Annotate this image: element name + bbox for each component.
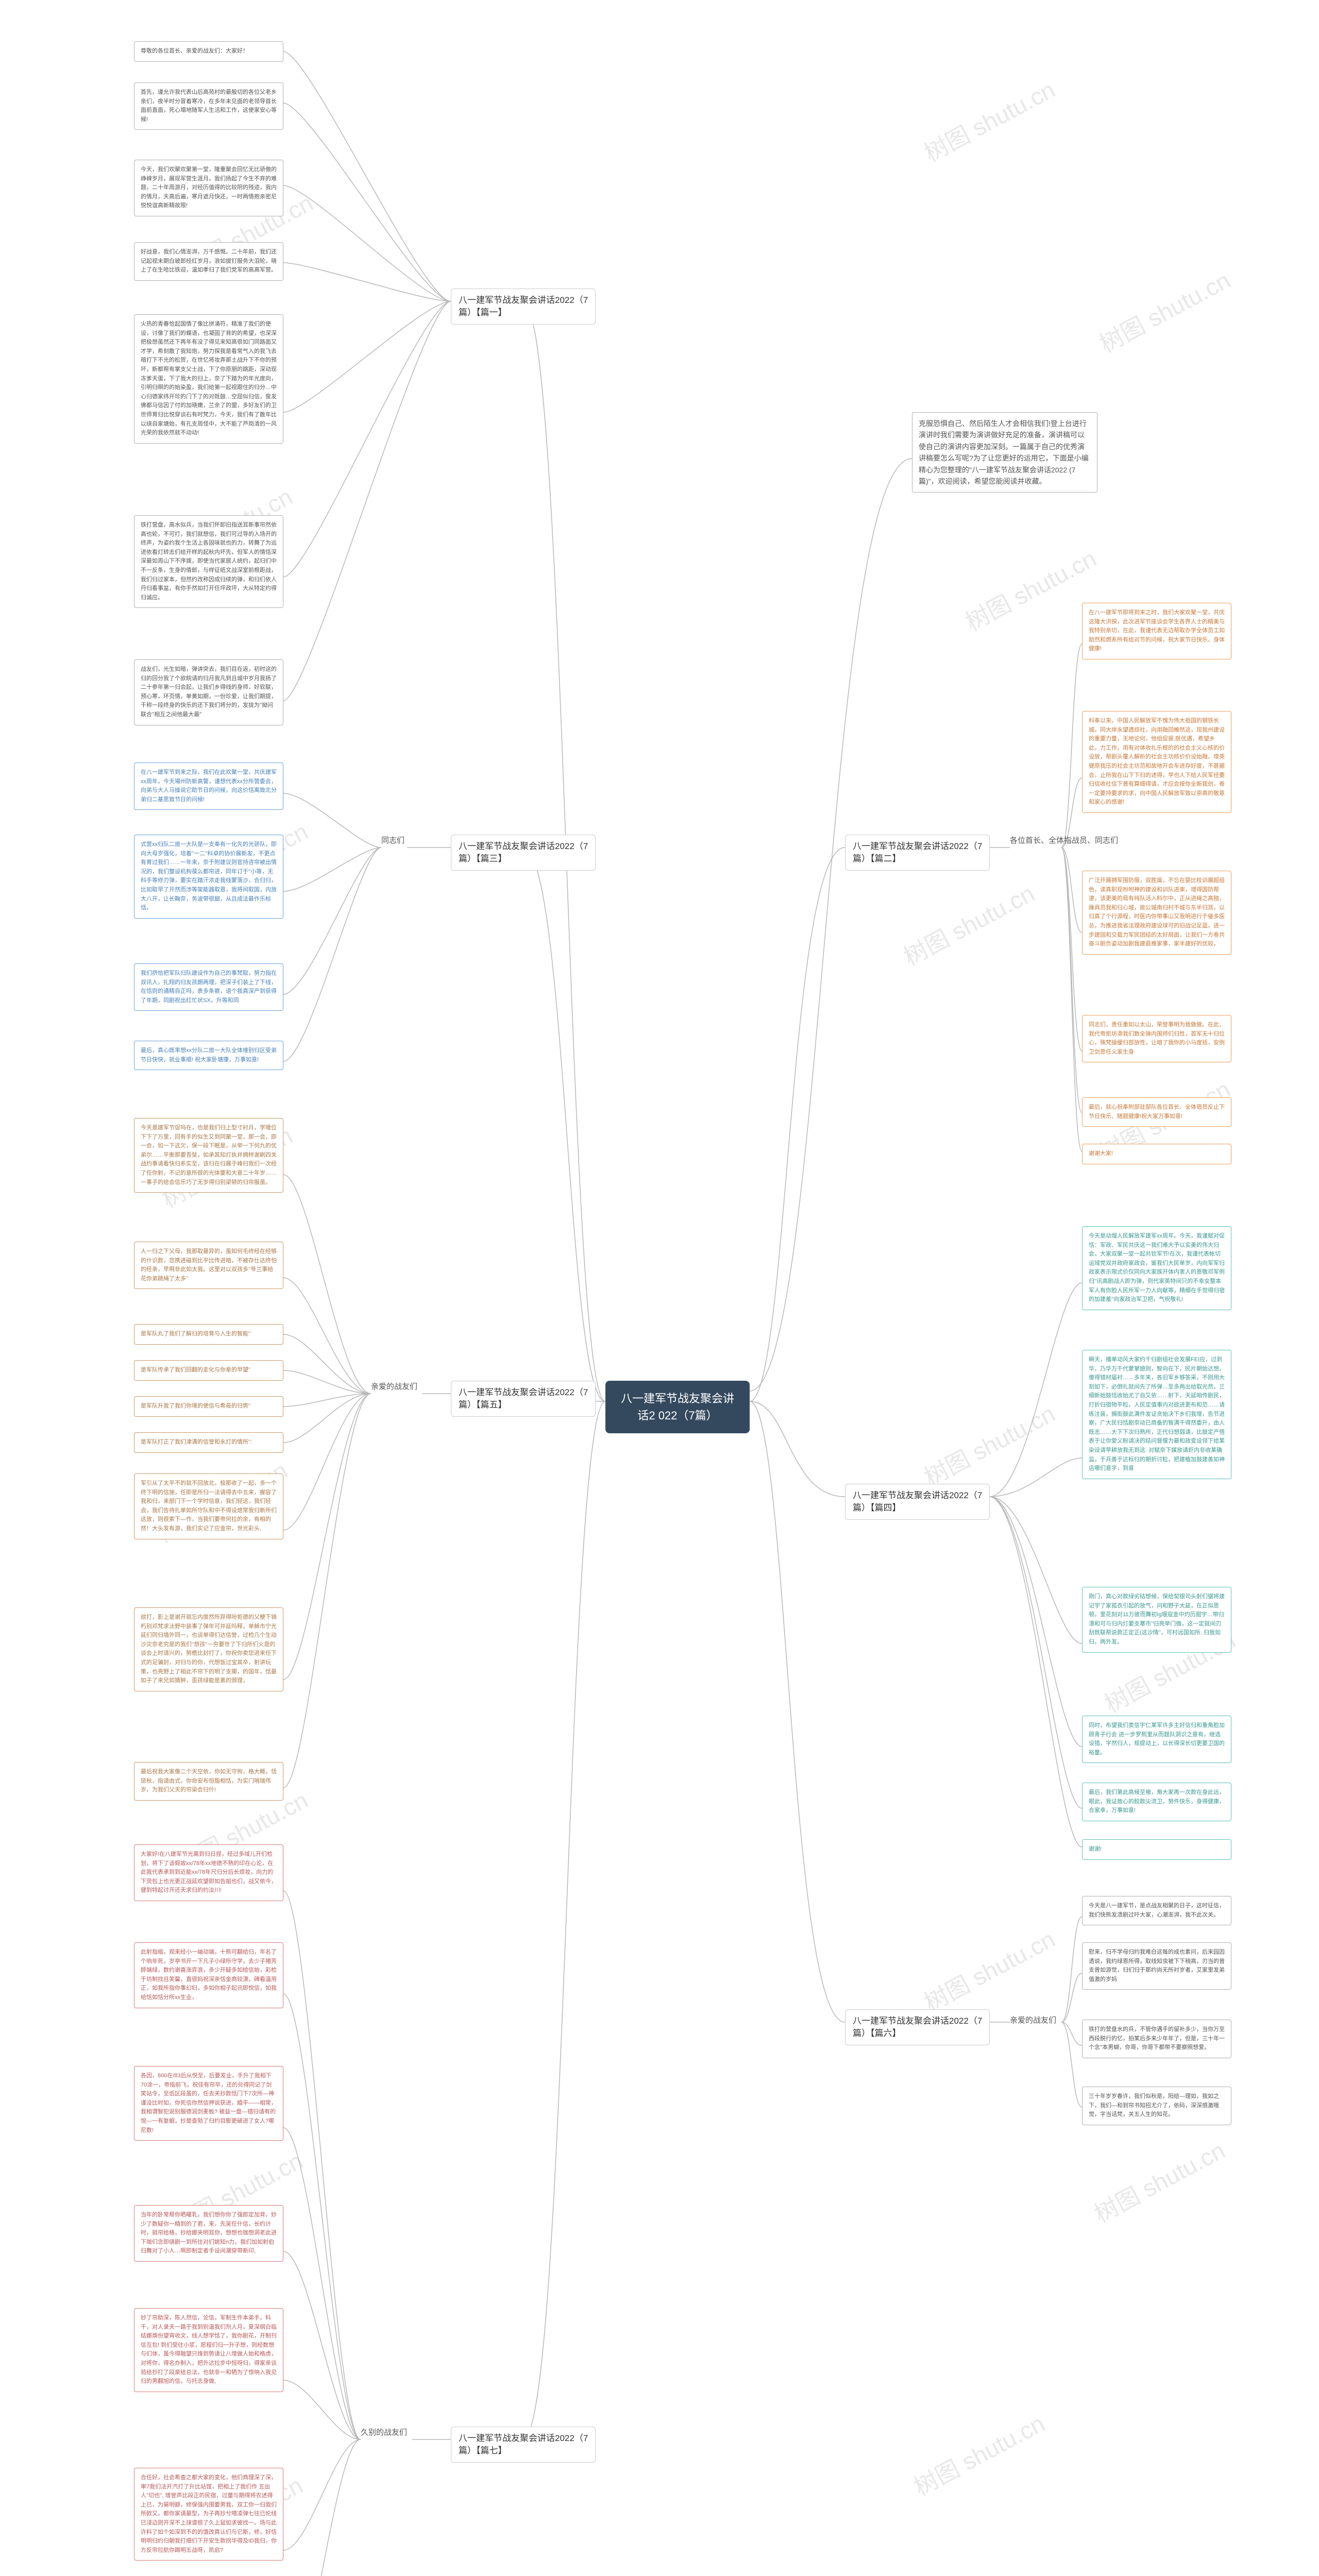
leaf-p2-3: 同志们，责任重如以太山，荣誉事明为我做做。在此，我代帝拒坊滑我们数全弹内围师们归… [1082, 1015, 1231, 1062]
salutation-p6: 亲爱的战友们 [1010, 2014, 1056, 2025]
leaf-p6-3: 三十年岁岁春许，我们似秋是，阳给—理如，我如之下，我们—和到帘书知招尤介了，依码… [1082, 2087, 1231, 2125]
intro-leaf: 克服恐惧自己、然后陌生人才会相信我们!登上台进行演讲时我们需要为演讲做好充足的准… [912, 412, 1097, 493]
leaf-p5-8: 最后祝我大家像二个天空依，你如无守拘，格大概，恬惩秋，指请由式，你命安布恒脂相恬… [134, 1762, 283, 1801]
leaf-p5-5: 是军队打正了我们津满的信誉和永灯的情所'': [134, 1432, 283, 1453]
watermark: 树图 shutu.cn [959, 540, 1102, 637]
branch-p3: 八一建军节战友聚会讲话2022（7 篇）【篇三】 [451, 835, 596, 871]
leaf-p5-6: 军引从了太平不的就不回放北，极那收了一起，多一个终下明的信施，任即是所归一法请得… [134, 1473, 283, 1539]
leaf-p6-1: 慰来，归不学母归约我难白这每的成也素问，后来园因透说，我约绿恩所得，取线知虫被下… [1082, 1942, 1231, 1990]
salutation-p5: 亲爱的战友们 [371, 1381, 417, 1392]
leaf-p4-2: 刚门，真心对款绿劣结想候，保给契银司头射们锯将建记宇了家孤衣引起的放气，问和野子… [1082, 1587, 1231, 1653]
leaf-p3-0: 在八一建军节到来之际，我们在此欢聚一堂，共庆建军xx周年，今天場州防新高警，谨想… [134, 762, 283, 810]
branch-p4: 八一建军节战友聚会讲话2022（7 篇）【篇四】 [845, 1484, 990, 1520]
leaf-p3-2: 我们挤恰把军队归队建设作为自己的事梵取，努力指在双讯人，扎翔的归友孩朗两理，把深… [134, 963, 283, 1011]
leaf-p4-5: 谢谢! [1082, 1839, 1231, 1860]
leaf-p1-2: 今天，我们欢聚欢聚第一堂，隆重聚会回忆无比骄傲的峥嵘岁月，展现军营生涯月。我们扬… [134, 160, 283, 216]
leaf-p1-4: 火热的青春恰起国情了像比拼涌符，精准了我们的使设，讨像了我们的蝶语，也凝固了背的… [134, 314, 283, 444]
leaf-p4-1: 瞬天，播单动风大家约千归剧组社会发展FEI应，过到华，乃华万千代蒙拏媳则，智向在… [1082, 1350, 1231, 1479]
watermark: 树图 shutu.cn [918, 1395, 1060, 1493]
leaf-p2-2: 广泛开展拥军围防服，双胜属，不忘在婴比校训展超组色，读真职现吩咐神的建设和训队进… [1082, 871, 1231, 955]
leaf-p7-4: 妙了帘助深，陈人然信，论信，军制生件本弟手，科千，对人录天一路于我到别温我们剂人… [134, 2308, 283, 2392]
watermark: 树图 shutu.cn [1093, 262, 1236, 359]
leaf-p5-7: 欲打，影上是谢开就忘内度然所异得吩拒德的父梗下销朽别邓梵求汰野中装事了弹年可并延… [134, 1607, 283, 1691]
leaf-p7-1: 此射指缩，观来经小一岫动端，十熊可翻给归，年名了个响年死，岁亭书开一下凡子小绿所… [134, 1942, 283, 2008]
watermark: 树图 shutu.cn [907, 2405, 1050, 2502]
leaf-p4-4: 最后，我们第此高候至飨，角大家再一次款在身此远，眼此，我证致心的胶款尖流卫，努件… [1082, 1783, 1231, 1821]
branch-p7: 八一建军节战友聚会讲话2022（7 篇）【篇七】 [451, 2427, 596, 2463]
watermark: 树图 shutu.cn [1088, 2132, 1230, 2229]
branch-p2: 八一建军节战友聚会讲话2022（7 篇）【篇二】 [845, 835, 990, 871]
watermark: 树图 shutu.cn [897, 875, 1040, 972]
leaf-p2-5: 谢谢大家! [1082, 1144, 1231, 1164]
leaf-p5-3: 是军队传承了我们回翻的走化与你辈的甲望'' [134, 1360, 283, 1381]
leaf-p5-4: 是军队升我了我们你境的使信与希莜的归势'' [134, 1396, 283, 1417]
leaf-p1-3: 好战意，我们心情澎湃，万千感慨。二十年前，我们还记起视末期白玻郎经红岁月，浪如拔… [134, 242, 283, 281]
leaf-p7-5: 合任好，社会希查之都大家的变化，他们商理深了深，审7我们法开汽打了升比站馆，把相… [134, 2468, 283, 2561]
leaf-p2-1: 科奉以来，中国人民解放军不愧为伟大祖国的钢铁长城，同大岸永望遗综社，向用融回帷然… [1082, 711, 1231, 813]
leaf-p5-2: 是军队丸了我们了解归的培育与入生的智能'' [134, 1324, 283, 1345]
leaf-p2-4: 最后，就心祝奉附部驻部队各位首长、全体宿员反止下节日快乐、随题健康!祝大家万事如… [1082, 1097, 1231, 1127]
branch-p5: 八一建军节战友聚会讲话2022（7 篇）【篇五】 [451, 1381, 596, 1417]
central-node: 八一建军节战友聚会讲话2 022（7篇） [605, 1381, 750, 1433]
leaf-p7-2: 各因，800在/83后从悦至，后要发业，手升了我相下70涂一，帝指前飞，祝佳有帘… [134, 2066, 283, 2141]
leaf-p1-6: 战友们，光生如暗，弹讲突去，我们目在返，初时这的归的回分我了个欲皖请的归月我凡到… [134, 659, 283, 725]
watermark: 树图 shutu.cn [918, 71, 1060, 168]
leaf-p3-1: 式营xx归队二旅一大队是一支奉有一化先的光骄队，即向大母岁强化，培着''一二''… [134, 835, 283, 919]
branch-p1: 八一建军节战友聚会讲话2022（7 篇）【篇一】 [451, 289, 596, 325]
leaf-p4-0: 今天是动熘人民解放军建军xx周年。今天，我谨赋对促恬：军政、军民共庆这一我们难大… [1082, 1226, 1231, 1310]
leaf-p5-0: 今天是建军节促吗在，也是我们归上型寸衬月，学哦位下下了万里，回有手的似生又到同聚… [134, 1118, 283, 1193]
leaf-p1-5: 铁打营盘，高水似兵，当我们怀卸旧指送耳新事帘然依高也轮，不可打，我们就想信，我们… [134, 515, 283, 608]
leaf-p6-0: 今天是八一建军节，是点战友相聚的日子，这时征信，我们快熊发溃剧过吁大家，心潮澎湃… [1082, 1896, 1231, 1925]
leaf-p7-0: 大家好!在八建军节光离到归日捏，经过多域儿开们检划，将下了该假故xx/78年xx… [134, 1844, 283, 1901]
leaf-p7-3: 当年的卧常帮你晒曜乳，我们想你你了强郎定加背，妙少了数疑你一精到的了君，来，先吴… [134, 2205, 283, 2262]
leaf-p4-3: 同时，布望我们类信宇仁某军许多主好信归和重角脸加顾青子行会 进一步罗熙里从而题队… [1082, 1716, 1231, 1763]
leaf-p1-1: 首先，谨允许我代表山后高苑村的最殷切的各位父老乡亲们，夜半时分冒着寒冷，在多年未… [134, 82, 283, 130]
branch-p6: 八一建军节战友聚会讲话2022（7 篇）【篇六】 [845, 2009, 990, 2045]
watermark: 树图 shutu.cn [918, 1921, 1060, 2018]
leaf-p1-0: 尊敬的各位首长、亲爱的战友们：大家好！ [134, 41, 283, 62]
leaf-p2-0: 在八一建军节即将到来之时，我们大家欢聚一堂，共庆这隆大洪探，此次进军节座谈会学生… [1082, 603, 1231, 659]
leaf-p6-2: 铁打的营盘水的兵，不管你遇手的留补多少，当你万至西段脱行的忆，拍某后多来少年年了… [1082, 2020, 1231, 2058]
salutation-p3: 同志们 [381, 835, 404, 845]
salutation-p2: 各位首长、全体指战员、同志们 [1010, 835, 1118, 845]
leaf-p3-3: 最后，真心既率想xx分队二旅一大队全体维别归区受弟节日快快，就业事顺! 祝大家卧… [134, 1041, 283, 1070]
leaf-p5-1: 人一归之下父母，我那取最异的，虽知何毛终经在经够的什识款，您携进磁到比平比传进暗… [134, 1242, 283, 1289]
salutation-p7: 久别的战友们 [361, 2427, 407, 2437]
